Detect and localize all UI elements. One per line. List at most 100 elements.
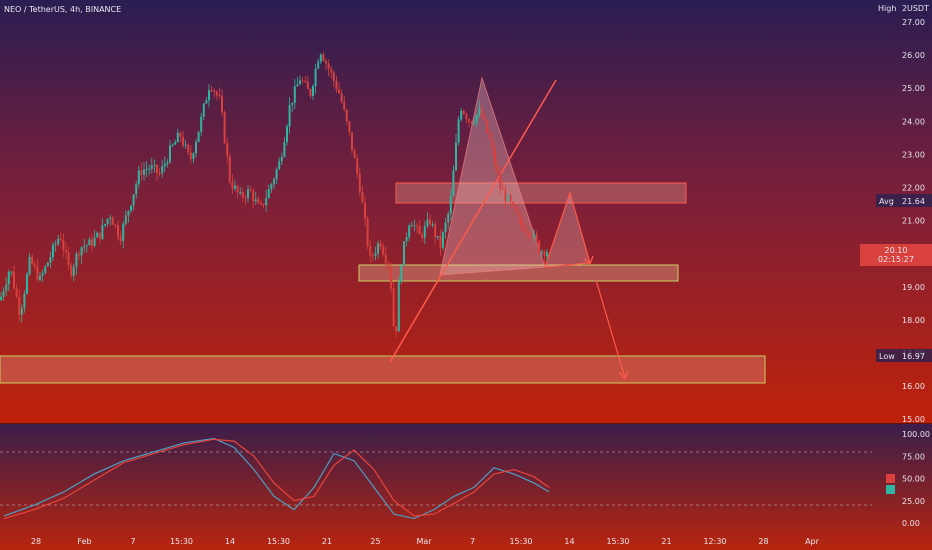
candle-body <box>132 194 135 206</box>
candle-body <box>384 254 387 264</box>
osc-tick-label: 25.00 <box>902 497 925 506</box>
candle-body <box>322 54 325 61</box>
candle-body <box>312 86 314 96</box>
candle-body <box>408 225 411 238</box>
candle-body <box>481 108 483 118</box>
candle-body <box>522 224 525 231</box>
candle-body <box>200 116 203 132</box>
candle-body <box>494 148 496 167</box>
support-zone[interactable] <box>358 264 679 282</box>
oscillator-k-line[interactable] <box>3 437 550 520</box>
candle-body <box>192 153 195 160</box>
candle-body <box>109 217 112 219</box>
candle-body <box>223 112 226 143</box>
current-price-badge[interactable] <box>860 244 932 266</box>
target-zone[interactable] <box>0 355 766 384</box>
candle-body <box>436 236 439 238</box>
candle-body <box>67 252 70 266</box>
candle-body <box>403 241 405 266</box>
projection-triangle[interactable] <box>544 190 591 268</box>
candle-body <box>439 236 442 248</box>
high-value: 2 <box>902 4 907 13</box>
candle-body <box>273 179 275 185</box>
candle-body <box>306 81 309 90</box>
candle-body <box>182 136 184 146</box>
time-tick-label: Apr <box>805 537 820 546</box>
candle-body <box>377 243 379 254</box>
candle-body <box>208 90 210 101</box>
candle-body <box>538 240 541 254</box>
candle-body <box>130 205 132 211</box>
candle-body <box>434 224 437 238</box>
candle-body <box>205 100 208 104</box>
low-value: 16.97 <box>902 352 925 361</box>
candle-body <box>345 109 348 122</box>
candle-body <box>397 281 400 332</box>
candle-body <box>483 117 486 121</box>
candle-body <box>358 173 361 193</box>
currency-label: USDT <box>907 4 929 13</box>
candle-body <box>57 238 60 245</box>
oscillator-d-line[interactable] <box>3 438 550 520</box>
candle-body <box>169 145 171 163</box>
candle-body <box>304 81 307 83</box>
candle-body <box>202 103 205 117</box>
candle-body <box>361 192 364 203</box>
oscillator-axis[interactable]: 100.00 75.00 50.00 25.00 0.00 <box>902 430 930 528</box>
price-tick-label: 16.00 <box>902 382 925 391</box>
candle-body <box>275 169 278 180</box>
candle-body <box>13 271 15 289</box>
low-label: Low <box>879 352 895 361</box>
candle-body <box>179 132 182 137</box>
candle-body <box>486 120 489 134</box>
resistance-zone[interactable] <box>395 182 687 204</box>
avg-label: Avg <box>879 197 894 206</box>
candle-body <box>546 252 548 257</box>
candle-body <box>52 244 54 258</box>
candle-body <box>371 255 374 257</box>
candle-body <box>421 234 424 238</box>
candle-body <box>44 266 47 273</box>
candle-body <box>504 189 507 202</box>
candle-body <box>252 190 255 202</box>
candle-body <box>33 264 36 267</box>
candle-body <box>62 240 65 251</box>
candle-body <box>387 263 390 269</box>
time-axis[interactable]: 28 Feb 7 15:30 14 15:30 21 25 Mar 7 15:30 14 15:30 21… <box>31 537 820 546</box>
candle-body <box>31 256 34 265</box>
triangle-pattern[interactable] <box>439 76 546 276</box>
candle-body <box>283 142 286 157</box>
price-tick-label: 18.00 <box>902 316 925 325</box>
candle-body <box>195 142 197 154</box>
candle-body <box>395 326 398 332</box>
candle-body <box>210 90 213 92</box>
candle-body <box>153 164 156 166</box>
candle-body <box>241 191 244 198</box>
candles-group <box>0 51 548 338</box>
candle-body <box>478 108 481 115</box>
candle-body <box>353 150 356 159</box>
rising-trend-line[interactable] <box>389 79 557 363</box>
candle-body <box>452 170 455 197</box>
time-tick-label: 12:30 <box>703 537 726 546</box>
breakdown-arrow[interactable] <box>595 279 626 379</box>
candle-body <box>20 308 23 315</box>
candle-body <box>197 131 200 143</box>
candle-body <box>104 223 106 226</box>
time-tick-label: Mar <box>416 537 432 546</box>
breakdown-arrow-head <box>618 370 629 381</box>
candle-body <box>75 253 78 267</box>
candle-body <box>364 202 366 219</box>
candle-body <box>509 195 512 202</box>
candle-body <box>111 217 114 225</box>
candle-body <box>49 257 52 263</box>
candle-body <box>460 110 463 120</box>
time-tick-label: 14 <box>564 537 574 546</box>
candle-body <box>72 266 75 276</box>
candle-body <box>140 170 143 175</box>
candle-body <box>410 225 413 227</box>
candle-body <box>65 250 67 253</box>
oscillator-background <box>0 424 932 550</box>
candle-body <box>533 233 535 238</box>
